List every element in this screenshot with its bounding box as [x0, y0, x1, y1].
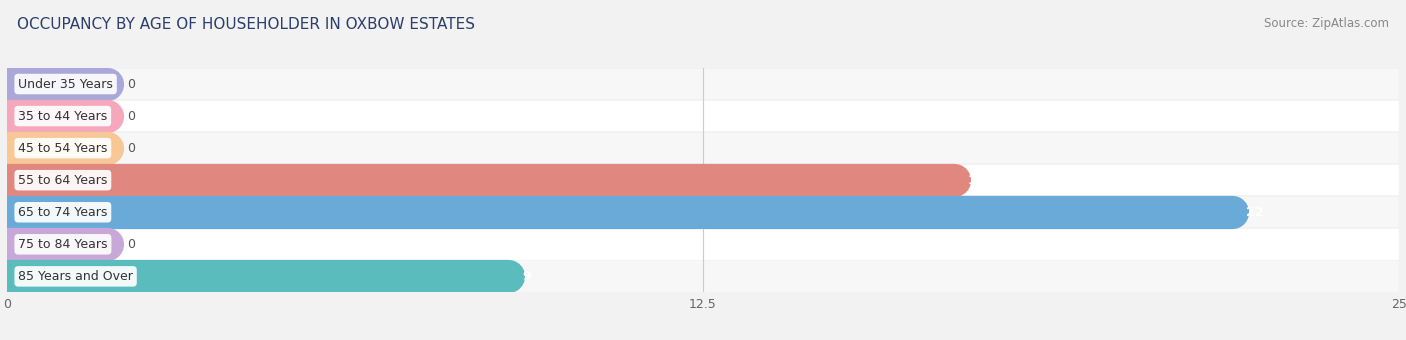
Bar [7, 133, 1399, 164]
Bar [7, 229, 1399, 259]
Text: 22: 22 [1246, 206, 1264, 219]
Text: 9: 9 [522, 270, 530, 283]
Bar [7, 203, 1232, 222]
Text: OCCUPANCY BY AGE OF HOUSEHOLDER IN OXBOW ESTATES: OCCUPANCY BY AGE OF HOUSEHOLDER IN OXBOW… [17, 17, 475, 32]
Bar [7, 197, 1399, 227]
Bar [7, 165, 1399, 196]
Bar [7, 69, 1399, 99]
Text: 45 to 54 Years: 45 to 54 Years [18, 142, 107, 155]
Text: 55 to 64 Years: 55 to 64 Years [18, 174, 107, 187]
Text: 17: 17 [967, 174, 986, 187]
Text: Under 35 Years: Under 35 Years [18, 78, 112, 90]
Bar [7, 261, 1399, 292]
Text: 0: 0 [127, 142, 135, 155]
Bar [7, 267, 508, 286]
Text: 85 Years and Over: 85 Years and Over [18, 270, 134, 283]
Bar [7, 101, 1399, 131]
Text: 0: 0 [127, 78, 135, 90]
Text: 75 to 84 Years: 75 to 84 Years [18, 238, 108, 251]
Bar [7, 171, 953, 189]
Text: Source: ZipAtlas.com: Source: ZipAtlas.com [1264, 17, 1389, 30]
Text: 0: 0 [127, 109, 135, 123]
Text: 65 to 74 Years: 65 to 74 Years [18, 206, 107, 219]
Text: 0: 0 [127, 238, 135, 251]
Text: 35 to 44 Years: 35 to 44 Years [18, 109, 107, 123]
